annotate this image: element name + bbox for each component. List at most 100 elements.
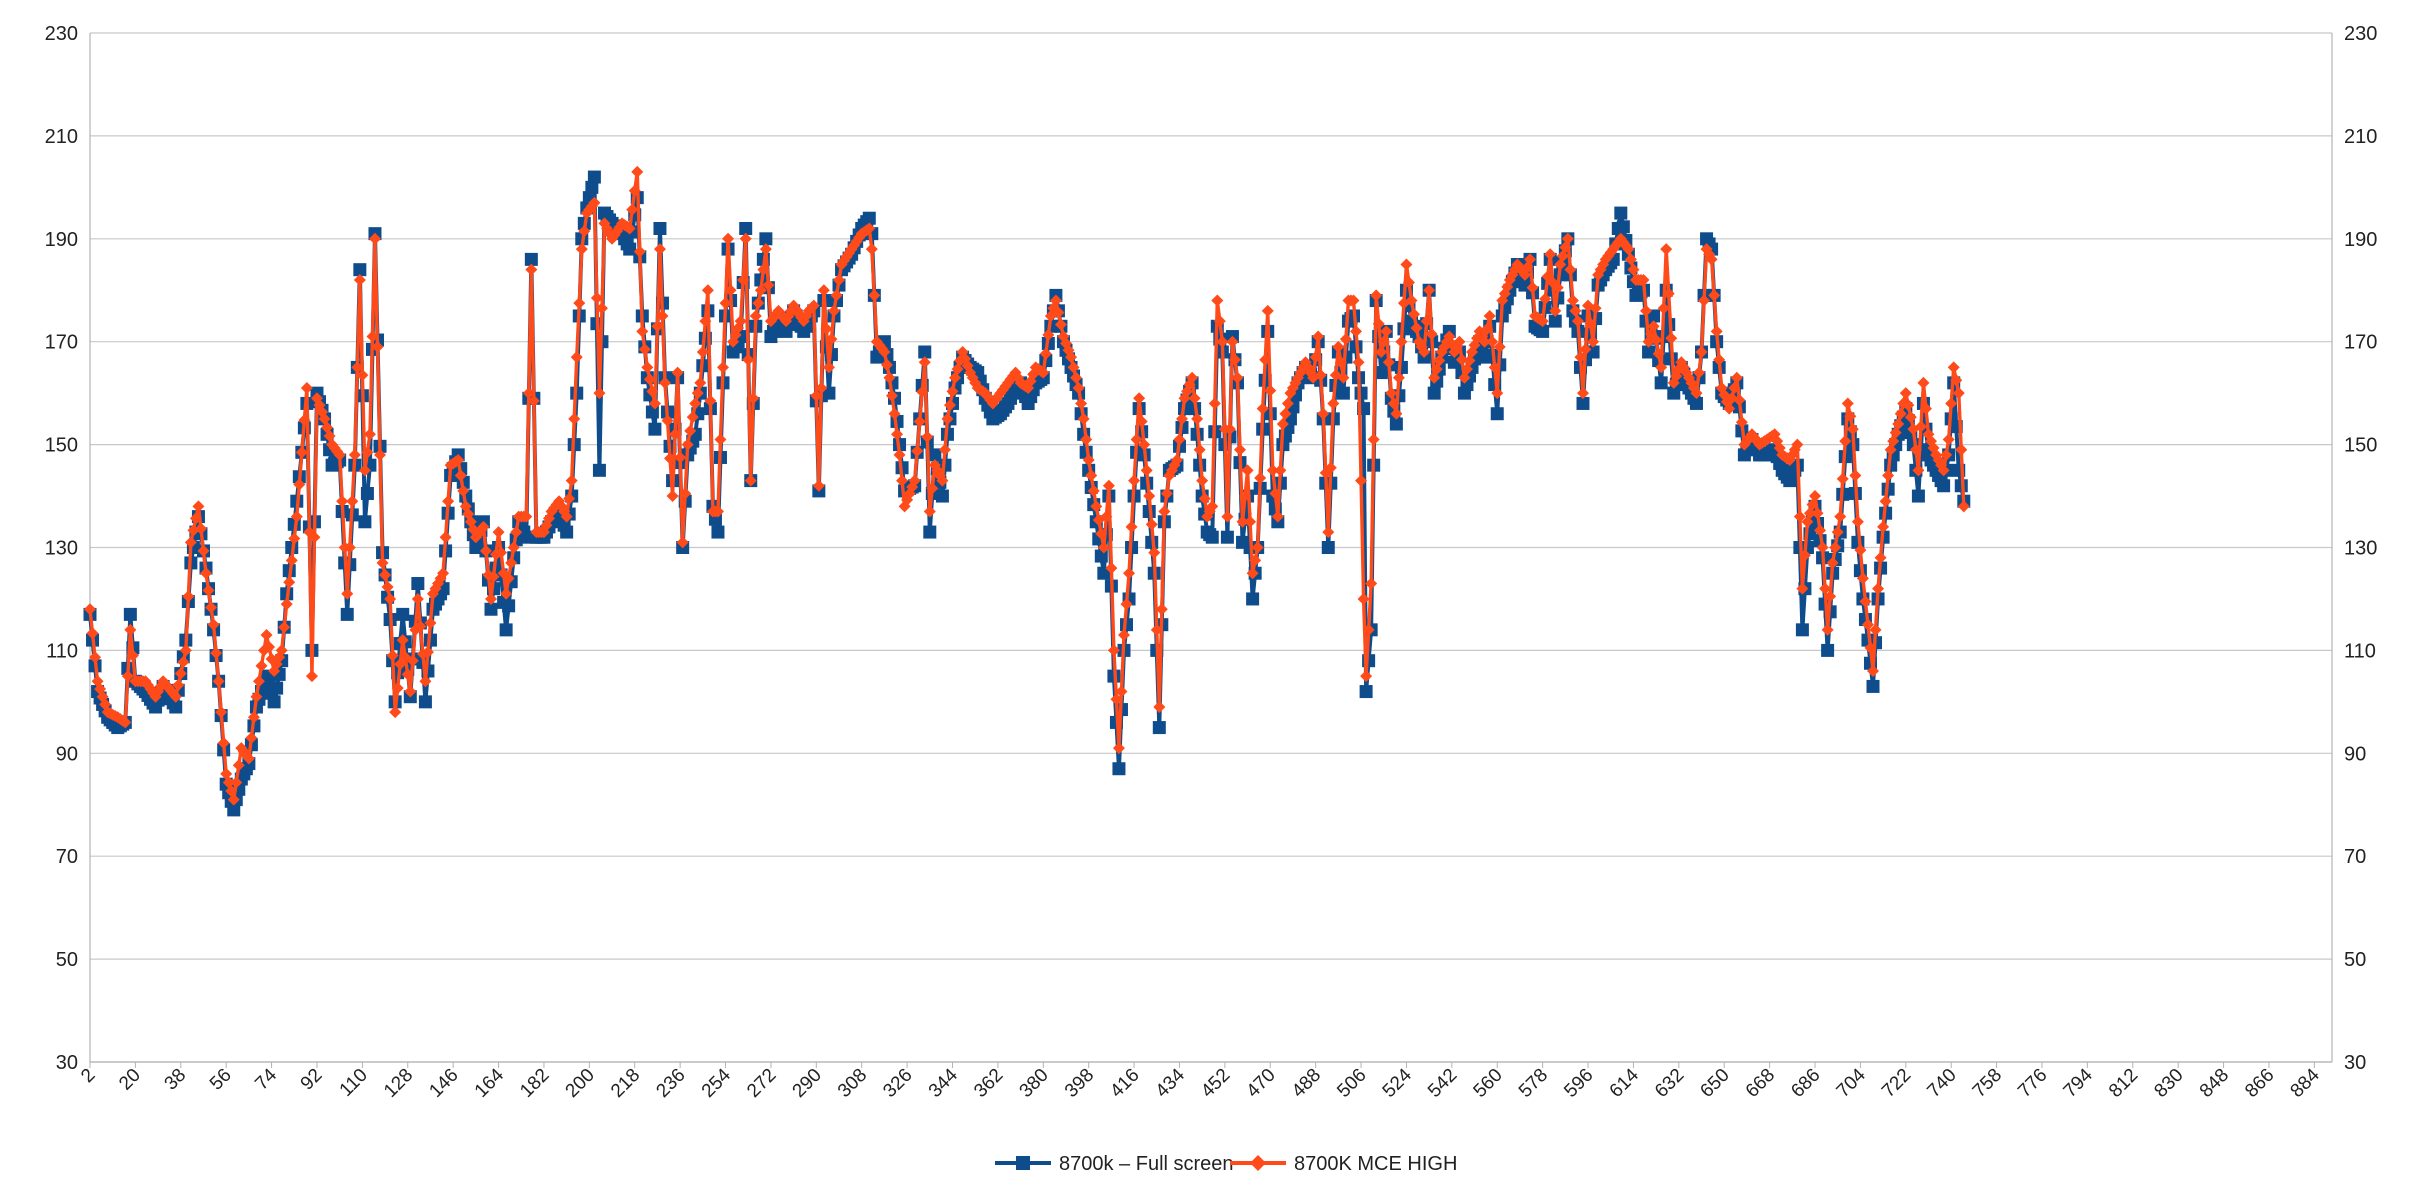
data-point xyxy=(1259,353,1272,366)
data-point xyxy=(1460,363,1473,376)
data-point xyxy=(633,245,646,258)
data-point xyxy=(643,373,656,386)
data-point xyxy=(739,222,753,236)
data-point xyxy=(1205,530,1219,544)
data-point xyxy=(1584,317,1597,330)
data-point xyxy=(353,273,366,286)
data-point xyxy=(1082,454,1095,467)
data-point xyxy=(822,386,836,400)
data-point xyxy=(724,284,737,297)
data-point xyxy=(815,382,828,395)
data-point xyxy=(1039,347,1052,360)
data-point xyxy=(1261,304,1274,317)
data-point xyxy=(822,361,835,374)
data-point xyxy=(1105,562,1118,575)
y-tick-label-right: 110 xyxy=(2344,640,2376,662)
data-point xyxy=(1216,335,1229,348)
data-point xyxy=(1642,345,1656,359)
data-point xyxy=(396,607,410,621)
data-point xyxy=(1193,443,1206,456)
data-point xyxy=(1952,387,1965,400)
data-point xyxy=(227,803,241,817)
data-point xyxy=(1206,500,1219,513)
data-point xyxy=(381,580,394,593)
data-point xyxy=(747,392,760,405)
data-point xyxy=(1334,356,1347,369)
data-point xyxy=(1236,515,1249,528)
data-point xyxy=(1690,387,1703,400)
data-point xyxy=(519,530,533,544)
data-point xyxy=(573,297,586,310)
data-point xyxy=(300,382,313,395)
data-point xyxy=(1117,628,1130,641)
data-point xyxy=(288,532,301,545)
data-point xyxy=(911,445,924,458)
data-point xyxy=(1382,356,1395,369)
data-point xyxy=(1692,366,1705,379)
data-point xyxy=(701,284,714,297)
y-tick-label-right: 90 xyxy=(2344,743,2366,765)
data-point xyxy=(1937,464,1950,477)
data-point xyxy=(1571,315,1584,328)
data-point xyxy=(1829,541,1842,554)
data-point xyxy=(1478,335,1491,348)
data-point xyxy=(1814,524,1827,537)
data-point xyxy=(84,603,96,616)
data-point xyxy=(555,500,568,513)
data-point xyxy=(711,525,725,539)
data-point xyxy=(1945,397,1958,410)
data-point xyxy=(384,592,397,605)
data-point xyxy=(1864,641,1877,654)
data-point xyxy=(1072,382,1085,395)
data-point xyxy=(1080,433,1093,446)
data-point xyxy=(1150,623,1163,636)
data-point xyxy=(1367,433,1380,446)
data-point xyxy=(1392,371,1405,384)
data-point xyxy=(1849,469,1862,482)
data-point xyxy=(739,232,752,245)
data-point xyxy=(124,623,137,636)
data-point xyxy=(1425,327,1438,340)
data-point xyxy=(1589,302,1602,315)
data-point xyxy=(1075,397,1088,410)
y-tick-label-left: 150 xyxy=(45,435,78,457)
data-point xyxy=(182,590,195,603)
data-point xyxy=(1145,518,1158,531)
y-tick-label-left: 230 xyxy=(45,23,78,45)
data-point xyxy=(285,554,298,567)
data-point xyxy=(1735,416,1748,429)
data-point xyxy=(1579,343,1592,356)
data-point xyxy=(414,620,427,633)
data-point xyxy=(1097,541,1110,554)
data-point xyxy=(593,387,606,400)
series-mce-high xyxy=(84,165,1970,806)
data-point xyxy=(439,531,452,544)
data-point xyxy=(371,340,384,353)
data-point xyxy=(1130,433,1143,446)
legend-entry: 8700k – Full screen xyxy=(995,1153,1234,1175)
data-point xyxy=(1133,392,1146,405)
data-point xyxy=(1576,396,1590,410)
data-point xyxy=(1587,335,1600,348)
data-point xyxy=(522,387,535,400)
data-point xyxy=(1950,374,1963,387)
data-point xyxy=(1795,623,1809,637)
data-point xyxy=(1140,464,1153,477)
data-point xyxy=(1637,273,1650,286)
data-point xyxy=(421,646,434,659)
data-point xyxy=(194,522,207,535)
data-point xyxy=(1879,495,1892,508)
data-point xyxy=(648,422,662,436)
data-point xyxy=(742,353,755,366)
data-point xyxy=(389,706,402,719)
data-point xyxy=(722,232,735,245)
data-point xyxy=(1433,354,1446,367)
square-marker-icon xyxy=(1016,1156,1030,1170)
y-tick-label-left: 130 xyxy=(45,538,78,560)
data-point xyxy=(1866,679,1880,693)
data-point xyxy=(184,536,197,549)
data-point xyxy=(908,474,921,487)
data-point xyxy=(126,649,139,662)
data-point xyxy=(1052,306,1065,319)
data-point xyxy=(1049,294,1062,307)
